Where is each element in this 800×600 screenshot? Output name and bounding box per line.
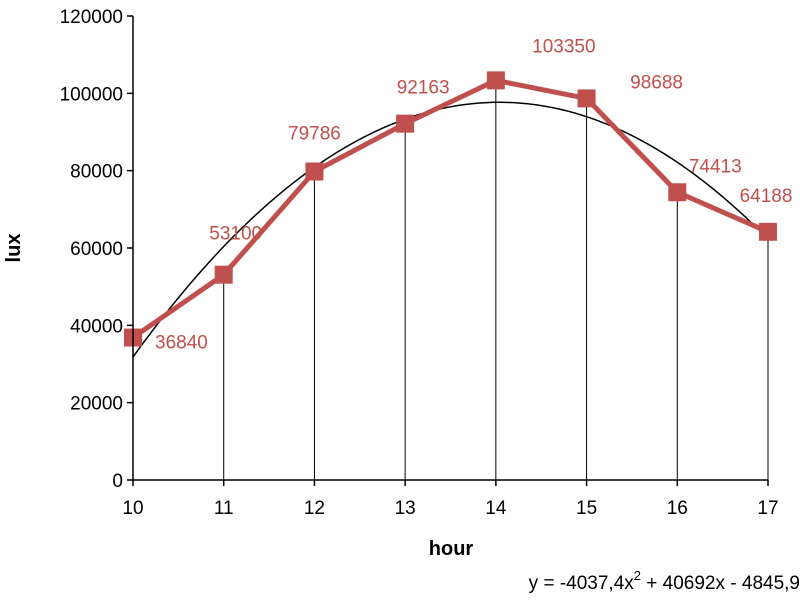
x-tick-label: 13 [395,498,416,519]
x-tick-label: 17 [757,498,778,519]
y-tick-label: 60000 [70,239,123,260]
equation-exponent: 2 [634,568,641,583]
x-tick-label: 16 [667,498,688,519]
y-tick-label: 20000 [70,394,123,415]
trendline-layer [132,101,769,358]
data-point-marker [668,183,687,202]
data-label: 53100 [209,224,262,245]
x-tick-label: 15 [576,498,597,519]
axes: 0 20000 40000 60000 80000 100000 120000 10 11 12 1… [60,7,779,519]
data-label: 74413 [689,156,742,177]
data-labels: 36840 53100 79786 92163 103350 98688 74413 6418… [155,36,792,353]
equation-suffix: + 40692x - 4845,9 [641,573,800,594]
series-line [131,77,769,340]
equation-prefix: y = -4037,4x [529,573,635,594]
y-tick-label: 120000 [60,7,123,28]
data-label: 64188 [740,186,793,207]
trendline-equation: y = -4037,4x2 + 40692x - 4845,9 [529,568,800,594]
y-tick-label: 40000 [70,316,123,337]
data-point-marker [759,222,777,241]
data-label: 79786 [288,123,341,144]
drop-lines [132,80,769,480]
data-label: 36840 [155,333,208,354]
x-axis-title: hour [429,538,474,560]
data-label: 98688 [630,72,683,93]
data-point-marker [577,89,596,108]
data-point-marker [396,114,415,133]
data-point-marker [486,71,505,90]
trendline [132,101,769,358]
series-layer [124,71,777,347]
x-tick-label: 11 [214,498,234,519]
data-point-marker [305,162,324,181]
y-tick-label: 0 [112,471,123,492]
x-tick-label: 12 [304,498,325,519]
y-tick-label: 100000 [60,84,123,105]
data-label: 92163 [397,78,450,99]
y-tick-label: 80000 [70,162,123,183]
y-axis-title: lux [3,234,25,263]
data-point-marker [214,265,233,284]
x-tick-label: 10 [122,498,143,519]
x-tick-label: 14 [485,498,507,519]
data-label: 103350 [532,36,595,57]
